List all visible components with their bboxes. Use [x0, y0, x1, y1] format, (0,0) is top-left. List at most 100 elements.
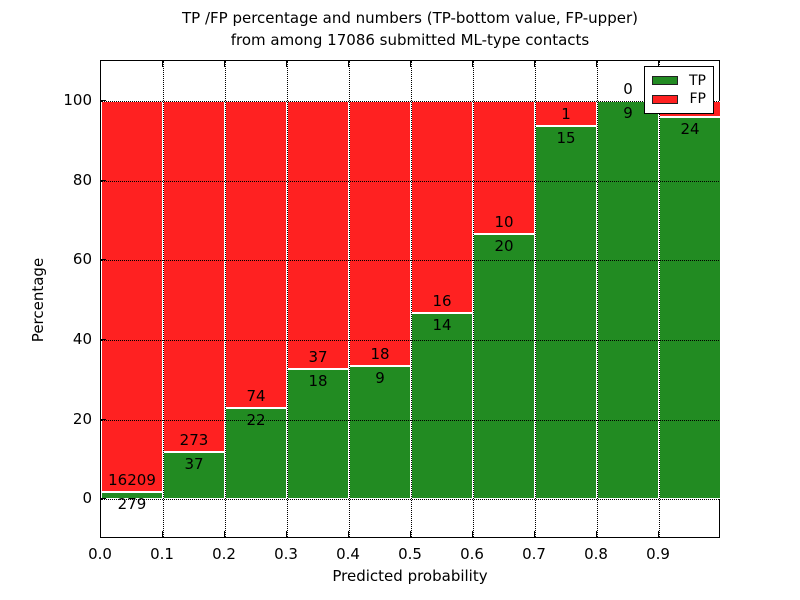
fp-count-label: 74	[246, 386, 266, 405]
top-tick-mark	[472, 61, 473, 67]
x-tick-label: 0.2	[212, 545, 236, 563]
top-tick-mark	[348, 61, 349, 67]
v-gridline	[411, 61, 412, 537]
x-tick-mark	[100, 531, 101, 537]
tp-count-label: 9	[623, 103, 633, 122]
x-tick-label: 0.6	[460, 545, 484, 563]
bar-fp-segment	[349, 100, 411, 367]
tp-swatch-icon	[652, 76, 678, 86]
y-tick-mark	[101, 498, 106, 500]
bar-fp-segment	[163, 100, 225, 452]
v-gridline	[597, 61, 598, 537]
fp-count-label: 1	[561, 104, 571, 123]
y-tick-label: 60	[72, 250, 92, 269]
bar-tp-segment	[349, 366, 411, 500]
legend: TP FP	[644, 66, 714, 114]
v-gridline	[535, 61, 536, 537]
h-gridline	[101, 100, 719, 102]
fp-count-label: 0	[623, 79, 633, 98]
fp-count-label: 273	[179, 430, 209, 449]
top-tick-mark	[596, 61, 597, 67]
bar-tp-segment	[597, 100, 659, 500]
top-tick-mark	[286, 61, 287, 67]
x-tick-mark	[224, 531, 225, 537]
bar-fp-segment	[411, 100, 473, 314]
x-tick-label: 0.1	[150, 545, 174, 563]
x-tick-mark	[472, 531, 473, 537]
tp-count-label: 15	[556, 128, 576, 147]
v-gridline	[287, 61, 288, 537]
x-tick-label: 0.7	[522, 545, 546, 563]
y-axis-label: Percentage	[29, 257, 47, 343]
x-axis-label: Predicted probability	[332, 567, 488, 585]
bar-tp-segment	[163, 451, 225, 500]
x-tick-label: 0.0	[88, 545, 112, 563]
y-tick-mark	[101, 99, 106, 101]
chart-title-line1: TP /FP percentage and numbers (TP-bottom…	[182, 9, 638, 27]
x-tick-mark	[286, 531, 287, 537]
bar-fp-segment	[287, 100, 349, 369]
x-tick-mark	[162, 531, 163, 537]
x-tick-label: 0.4	[336, 545, 360, 563]
x-tick-mark	[348, 531, 349, 537]
x-tick-label: 0.8	[584, 545, 608, 563]
x-tick-label: 0.9	[646, 545, 670, 563]
tp-count-label: 18	[308, 371, 328, 390]
x-tick-mark	[534, 531, 535, 537]
top-tick-mark	[162, 61, 163, 67]
fp-count-label: 10	[494, 212, 514, 231]
top-tick-mark	[534, 61, 535, 67]
top-tick-mark	[224, 61, 225, 67]
bar-tp-segment	[535, 125, 597, 500]
v-gridline	[659, 61, 660, 537]
fp-swatch-icon	[652, 94, 678, 104]
fp-count-label: 18	[370, 345, 390, 364]
v-gridline	[349, 61, 350, 537]
tp-count-label: 24	[680, 119, 700, 138]
top-tick-mark	[658, 61, 659, 67]
legend-label-tp: TP	[689, 72, 706, 89]
legend-label-fp: FP	[689, 91, 707, 108]
legend-item-fp: FP	[652, 92, 706, 106]
h-gridline	[101, 339, 719, 341]
x-tick-label: 0.3	[274, 545, 298, 563]
y-tick-label: 80	[72, 170, 92, 189]
bar-fp-segment	[101, 100, 163, 493]
y-tick-mark	[101, 259, 106, 261]
tp-count-label: 9	[375, 369, 385, 388]
y-tick-label: 20	[72, 409, 92, 428]
h-gridline	[101, 180, 719, 182]
y-tick-mark	[101, 179, 106, 181]
y-tick-mark	[101, 338, 106, 340]
plot-area: 1620927927337742237181891614102011509124	[100, 60, 721, 538]
x-tick-mark	[410, 531, 411, 537]
bar-tp-segment	[473, 233, 535, 500]
x-tick-mark	[596, 531, 597, 537]
bar-tp-segment	[101, 492, 163, 500]
tp-count-label: 37	[184, 454, 204, 473]
chart-title-line2: from among 17086 submitted ML-type conta…	[230, 31, 590, 49]
tp-count-label: 279	[117, 495, 147, 514]
h-gridline	[101, 419, 719, 421]
y-tick-mark	[101, 418, 106, 420]
bar-tp-segment	[659, 116, 721, 500]
v-gridline	[473, 61, 474, 537]
fp-count-label: 16	[432, 292, 452, 311]
y-tick-label: 0	[82, 489, 92, 508]
v-gridline	[225, 61, 226, 537]
fp-count-label: 16209	[108, 471, 156, 490]
y-tick-label: 40	[72, 329, 92, 348]
legend-item-tp: TP	[652, 74, 706, 88]
tp-count-label: 22	[246, 410, 266, 429]
h-gridline	[101, 260, 719, 262]
top-tick-mark	[410, 61, 411, 67]
v-gridline	[163, 61, 164, 537]
h-gridline	[101, 499, 719, 501]
x-tick-label: 0.5	[398, 545, 422, 563]
y-tick-label: 100	[63, 90, 92, 109]
fp-count-label: 37	[308, 347, 328, 366]
tp-count-label: 14	[432, 316, 452, 335]
bar-tp-segment	[411, 313, 473, 500]
tp-count-label: 20	[494, 236, 514, 255]
